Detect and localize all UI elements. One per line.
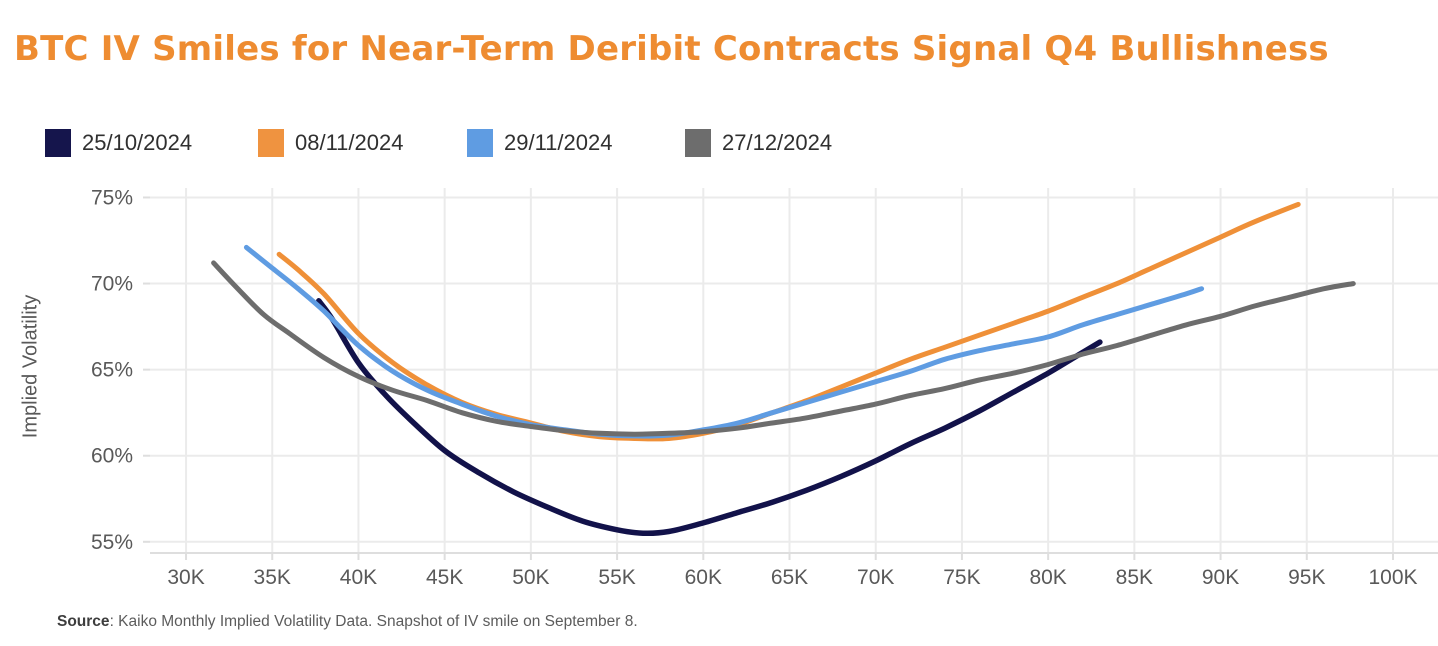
series-line-25-10-2024: [316, 298, 1103, 537]
y-tick-label: 70%: [91, 273, 133, 296]
x-tick-label: 60K: [685, 566, 722, 589]
source-text: : Kaiko Monthly Implied Volatility Data.…: [109, 613, 638, 630]
x-tick-label: 65K: [771, 566, 808, 589]
series-line-27-12-2024: [211, 260, 1356, 437]
x-tick-label: 100K: [1368, 566, 1417, 589]
legend-swatch-icon: [467, 129, 493, 157]
x-tick-label: 85K: [1116, 566, 1153, 589]
legend-swatch-icon: [258, 129, 284, 157]
legend-item: 27/12/2024: [685, 129, 832, 157]
legend-item: 08/11/2024: [258, 129, 403, 157]
x-tick-label: 30K: [167, 566, 204, 589]
x-tick-label: 90K: [1202, 566, 1239, 589]
legend-swatch-icon: [685, 129, 711, 157]
y-tick-label: 65%: [91, 359, 133, 382]
legend: 25/10/2024 08/11/2024 29/11/2024 27/12/2024: [0, 129, 1438, 161]
x-tick-label: 95K: [1288, 566, 1325, 589]
x-tick-label: 75K: [943, 566, 980, 589]
y-axis-title: Implied Volatility: [19, 294, 42, 439]
legend-item: 25/10/2024: [45, 129, 192, 157]
legend-item-label: 29/11/2024: [504, 130, 613, 155]
x-tick-label: 50K: [512, 566, 549, 589]
x-tick-label: 70K: [857, 566, 894, 589]
x-tick-label: 40K: [340, 566, 377, 589]
y-tick-label: 75%: [91, 186, 133, 209]
legend-swatch-icon: [45, 129, 71, 157]
y-tick-label: 60%: [91, 445, 133, 468]
legend-item: 29/11/2024: [467, 129, 612, 157]
legend-item-label: 08/11/2024: [295, 130, 404, 155]
x-tick-label: 80K: [1029, 566, 1066, 589]
x-tick-label: 45K: [426, 566, 463, 589]
x-tick-label: 55K: [598, 566, 635, 589]
y-tick-label: 55%: [91, 531, 133, 554]
source-note: Source: Kaiko Monthly Implied Volatility…: [57, 613, 638, 631]
source-label: Source: [57, 613, 110, 630]
chart-title: BTC IV Smiles for Near-Term Deribit Cont…: [14, 28, 1329, 69]
x-tick-label: 35K: [254, 566, 291, 589]
legend-item-label: 25/10/2024: [82, 130, 193, 155]
series-line-29-11-2024: [243, 244, 1205, 439]
legend-item-label: 27/12/2024: [722, 130, 833, 155]
